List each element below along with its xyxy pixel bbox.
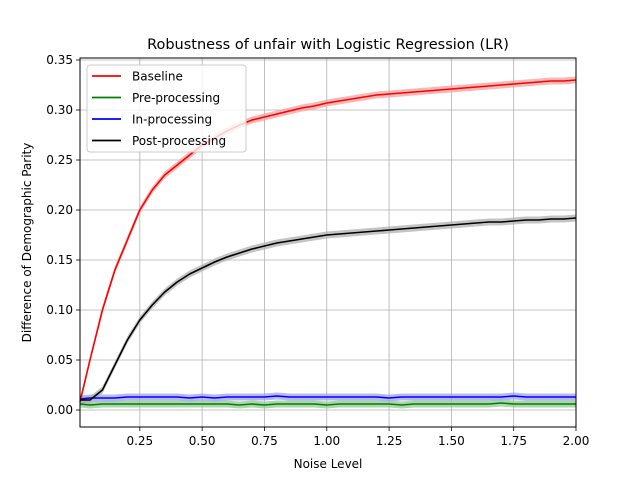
y-axis-label: Difference of Demographic Parity bbox=[20, 143, 34, 343]
x-tick-label: 1.75 bbox=[500, 434, 527, 448]
x-axis-ticks: 0.25 0.50 0.75 1.00 1.25 1.50 1.75 2.00 bbox=[126, 427, 589, 448]
x-tick-label: 1.25 bbox=[376, 434, 403, 448]
series-line-0 bbox=[79, 79, 577, 403]
legend-box bbox=[86, 64, 247, 153]
series-lines bbox=[79, 79, 577, 406]
legend-label: Post-processing bbox=[132, 134, 226, 148]
y-tick-label: 0.05 bbox=[46, 353, 73, 367]
x-tick-label: 1.50 bbox=[438, 434, 465, 448]
x-axis-label: Noise Level bbox=[294, 457, 363, 471]
x-tick-label: 1.00 bbox=[313, 434, 340, 448]
series-line-1 bbox=[79, 402, 576, 406]
legend-label: In-processing bbox=[132, 113, 212, 127]
x-tick-label: 0.75 bbox=[251, 434, 278, 448]
y-tick-label: 0.00 bbox=[46, 403, 73, 417]
y-tick-label: 0.10 bbox=[46, 303, 73, 317]
legend: Baseline Pre-processing In-processing Post-… bbox=[86, 64, 247, 153]
y-axis-ticks: 0.00 0.05 0.10 0.15 0.20 0.25 0.30 0.35 bbox=[46, 53, 80, 417]
series-line-2 bbox=[79, 395, 576, 400]
y-tick-label: 0.35 bbox=[46, 53, 73, 67]
chart-title: Robustness of unfair with Logistic Regre… bbox=[147, 37, 509, 53]
y-tick-label: 0.20 bbox=[46, 203, 73, 217]
legend-items: Baseline Pre-processing In-processing Post-… bbox=[92, 70, 226, 148]
legend-label: Pre-processing bbox=[132, 91, 220, 105]
y-tick-label: 0.25 bbox=[46, 153, 73, 167]
series-band-1 bbox=[80, 399, 576, 409]
y-tick-label: 0.15 bbox=[46, 253, 73, 267]
x-tick-label: 2.00 bbox=[563, 434, 590, 448]
series-line-3 bbox=[80, 217, 577, 401]
x-tick-label: 0.50 bbox=[189, 434, 216, 448]
legend-label: Baseline bbox=[132, 70, 183, 84]
x-tick-label: 0.25 bbox=[126, 434, 153, 448]
y-tick-label: 0.30 bbox=[46, 103, 73, 117]
plot-frame bbox=[79, 57, 577, 428]
